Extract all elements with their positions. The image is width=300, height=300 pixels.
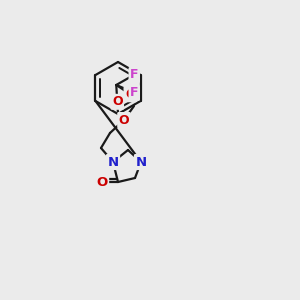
Text: O: O xyxy=(96,176,108,188)
Text: F: F xyxy=(130,86,139,100)
Text: O: O xyxy=(112,95,123,108)
Text: N: N xyxy=(135,155,147,169)
Text: O: O xyxy=(125,88,136,101)
Text: F: F xyxy=(130,68,139,82)
Text: O: O xyxy=(119,113,129,127)
Text: N: N xyxy=(107,155,118,169)
